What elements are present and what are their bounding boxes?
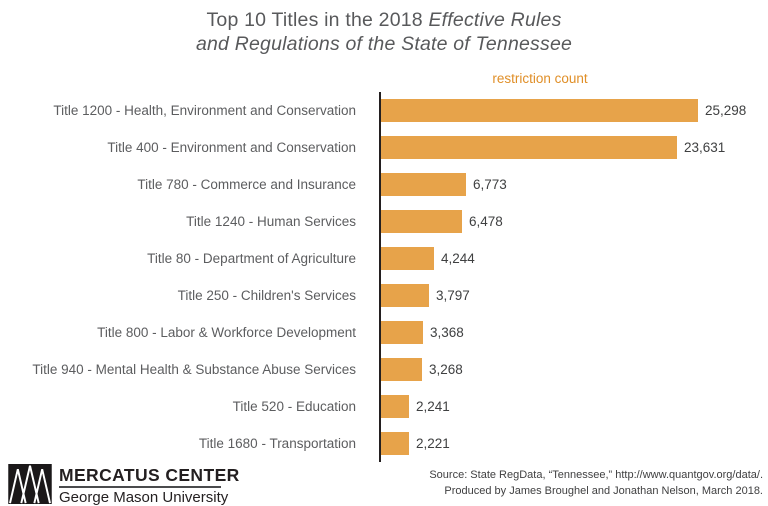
mercatus-logo: MERCATUS CENTER George Mason University xyxy=(8,464,240,506)
value-label: 25,298 xyxy=(705,103,747,118)
category-label: Title 400 - Environment and Conservation xyxy=(107,140,356,155)
category-label: Title 80 - Department of Agriculture xyxy=(147,251,356,266)
chart-row: Title 80 - Department of Agriculture 4,24… xyxy=(0,240,768,277)
bar-rows: Title 1200 - Health, Environment and Con… xyxy=(0,92,768,462)
bar xyxy=(381,173,466,196)
category-label: Title 1200 - Health, Environment and Con… xyxy=(53,103,356,118)
bar xyxy=(381,395,409,418)
chart-row: Title 1680 - Transportation 2,221 xyxy=(0,425,768,462)
source-line2: Produced by James Broughel and Jonathan … xyxy=(444,485,763,497)
bar xyxy=(381,99,698,122)
y-axis-line xyxy=(379,92,381,462)
chart-row: Title 780 - Commerce and Insurance 6,773 xyxy=(0,166,768,203)
value-label: 23,631 xyxy=(684,140,726,155)
bar xyxy=(381,321,423,344)
chart-title-italic: Effective Rules xyxy=(428,9,562,31)
bar xyxy=(381,358,422,381)
chart-row: Title 250 - Children's Services 3,797 xyxy=(0,277,768,314)
mercatus-logo-icon xyxy=(8,464,52,504)
value-label: 6,478 xyxy=(469,214,503,229)
value-label: 3,797 xyxy=(436,288,470,303)
bar-wrap: 6,478 xyxy=(381,210,503,233)
chart-title-regular: Top 10 Titles in the 2018 xyxy=(206,9,429,31)
bar xyxy=(381,284,429,307)
bar-wrap: 2,221 xyxy=(381,432,450,455)
logo-subtitle: George Mason University xyxy=(59,489,229,506)
value-label: 2,241 xyxy=(416,399,450,414)
logo-text: MERCATUS CENTER George Mason University xyxy=(59,464,240,506)
bar xyxy=(381,432,409,455)
bar-wrap: 4,244 xyxy=(381,247,475,270)
axis-title: restriction count xyxy=(492,71,588,86)
category-label: Title 250 - Children's Services xyxy=(177,288,356,303)
category-label: Title 800 - Labor & Workforce Developmen… xyxy=(97,325,356,340)
bar-wrap: 6,773 xyxy=(381,173,507,196)
value-label: 3,268 xyxy=(429,362,463,377)
value-label: 4,244 xyxy=(441,251,475,266)
source-line1: Source: State RegData, “Tennessee,” http… xyxy=(429,469,763,481)
logo-title: MERCATUS CENTER xyxy=(59,465,240,485)
bar-wrap: 23,631 xyxy=(381,136,725,159)
bar-wrap: 25,298 xyxy=(381,99,746,122)
source-attribution: Source: State RegData, “Tennessee,” http… xyxy=(429,467,763,499)
logo-divider xyxy=(59,486,221,488)
bar-wrap: 2,241 xyxy=(381,395,450,418)
chart-title-line2: and Regulations of the State of Tennesse… xyxy=(195,33,573,55)
category-label: Title 940 - Mental Health & Substance Ab… xyxy=(32,362,356,377)
plot-area: Title 1200 - Health, Environment and Con… xyxy=(0,92,768,462)
chart-row: Title 800 - Labor & Workforce Developmen… xyxy=(0,314,768,351)
value-label: 2,221 xyxy=(416,436,450,451)
bar-wrap: 3,268 xyxy=(381,358,463,381)
chart-row: Title 940 - Mental Health & Substance Ab… xyxy=(0,351,768,388)
bar xyxy=(381,136,677,159)
chart-title: Top 10 Titles in the 2018 Effective Rule… xyxy=(0,8,768,56)
value-label: 3,368 xyxy=(430,325,464,340)
category-label: Title 520 - Education xyxy=(232,399,356,414)
chart-row: Title 1200 - Health, Environment and Con… xyxy=(0,92,768,129)
category-label: Title 1240 - Human Services xyxy=(186,214,356,229)
category-label: Title 780 - Commerce and Insurance xyxy=(137,177,356,192)
value-label: 6,773 xyxy=(473,177,507,192)
category-label: Title 1680 - Transportation xyxy=(198,436,356,451)
chart-row: Title 1240 - Human Services 6,478 xyxy=(0,203,768,240)
bar xyxy=(381,210,462,233)
bar-wrap: 3,797 xyxy=(381,284,470,307)
chart-row: Title 520 - Education 2,241 xyxy=(0,388,768,425)
chart-title-line1: Top 10 Titles in the 2018 Effective Rule… xyxy=(0,8,768,32)
bar-wrap: 3,368 xyxy=(381,321,464,344)
chart-row: Title 400 - Environment and Conservation… xyxy=(0,129,768,166)
bar xyxy=(381,247,434,270)
